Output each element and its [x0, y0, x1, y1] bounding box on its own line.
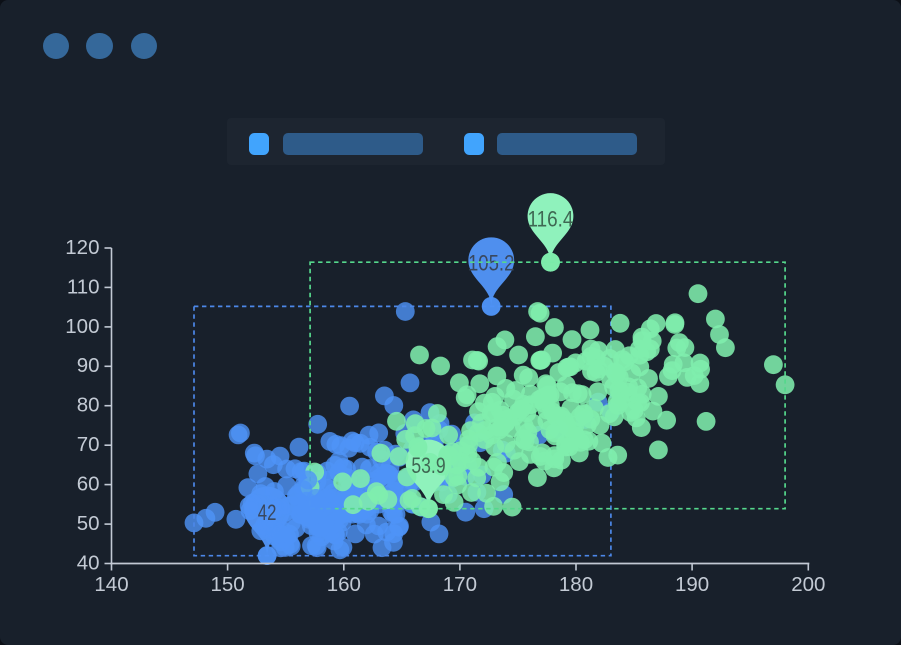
svg-text:53.9: 53.9 — [411, 453, 445, 478]
svg-text:60: 60 — [77, 473, 100, 496]
svg-text:110: 110 — [67, 275, 100, 298]
svg-text:100: 100 — [65, 315, 99, 338]
svg-text:180: 180 — [559, 573, 593, 596]
svg-text:200: 200 — [791, 573, 825, 596]
svg-text:70: 70 — [77, 433, 100, 456]
svg-text:170: 170 — [443, 573, 477, 596]
svg-text:160: 160 — [327, 573, 361, 596]
svg-text:140: 140 — [94, 573, 128, 596]
svg-text:40: 40 — [77, 551, 100, 574]
svg-text:42: 42 — [258, 500, 277, 525]
svg-text:120: 120 — [65, 236, 99, 259]
svg-text:116.4: 116.4 — [528, 207, 574, 232]
svg-text:50: 50 — [77, 512, 100, 535]
svg-text:105.2: 105.2 — [468, 251, 514, 276]
svg-text:90: 90 — [77, 354, 100, 377]
svg-text:190: 190 — [675, 573, 709, 596]
svg-text:80: 80 — [77, 394, 100, 417]
svg-text:150: 150 — [210, 573, 244, 596]
